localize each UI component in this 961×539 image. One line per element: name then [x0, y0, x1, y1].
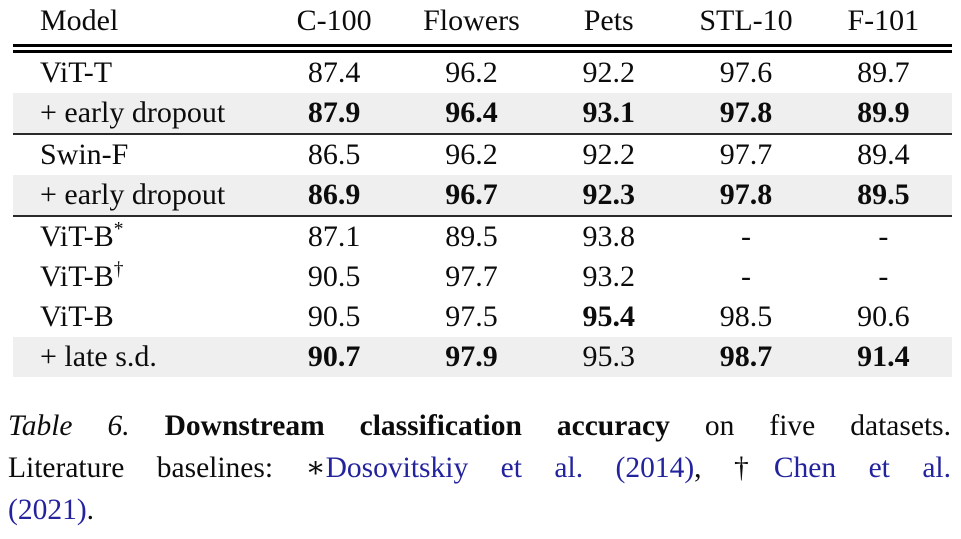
model-cell: ViT-B [40, 300, 114, 333]
value-cell: 90.6 [857, 300, 910, 333]
dagger-symbol: † [734, 452, 774, 484]
model-cell: ViT-B† [40, 259, 124, 293]
table-caption: Table 6. Downstream classification accur… [8, 405, 951, 531]
value-cell: 97.9 [445, 340, 498, 373]
table-row-vit-b-dagger: ViT-B† 90.5 97.7 93.2 - - [13, 257, 952, 297]
value-cell: 96.7 [402, 175, 541, 217]
value-cell: 89.4 [857, 138, 910, 171]
table-row-vit-b-late-sd: + late s.d. 90.7 97.9 95.3 98.7 91.4 [13, 337, 952, 377]
dagger-marker: † [113, 259, 124, 280]
column-header-f101: F-101 [814, 2, 952, 53]
value-cell: 86.5 [307, 138, 361, 171]
caption-text: Literature baselines: [8, 452, 306, 484]
value-cell: 86.9 [265, 175, 403, 217]
column-header-model: Model [13, 2, 266, 53]
model-cell: ViT-B* [40, 219, 124, 253]
value-cell: 92.2 [582, 138, 635, 171]
header-row: Model C-100 Flowers Pets STL-10 F-101 [13, 2, 952, 53]
table-row-vit-b: ViT-B 90.5 97.5 95.4 98.5 90.6 [13, 297, 952, 337]
asterisk-marker: * [113, 219, 124, 240]
value-cell: 96.4 [402, 93, 541, 135]
value-cell: 96.2 [445, 138, 498, 171]
column-header-flowers: Flowers [402, 2, 541, 53]
value-cell: 89.7 [857, 56, 910, 89]
model-cell: ViT-T [40, 56, 113, 89]
value-cell: 98.5 [719, 300, 773, 333]
value-cell: 89.5 [814, 175, 952, 217]
table-row-vit-t-early-dropout: + early dropout 87.9 96.4 93.1 97.8 89.9 [13, 93, 952, 135]
value-cell: 91.4 [857, 340, 910, 373]
value-cell: 90.5 [307, 260, 361, 293]
value-cell: 97.7 [445, 260, 498, 293]
value-cell: 89.5 [445, 220, 498, 253]
value-cell: 97.7 [719, 138, 773, 171]
caption-line-3: (2021). [8, 489, 951, 531]
value-cell: - [878, 220, 889, 253]
model-cell: + early dropout [13, 93, 266, 135]
table-row-vit-t: ViT-T 87.4 96.2 92.2 97.6 89.7 [13, 49, 952, 94]
table-row-vit-b-star: ViT-B* 87.1 89.5 93.8 - - [13, 216, 952, 257]
value-cell: 87.9 [265, 93, 403, 135]
column-header-stl10: STL-10 [677, 2, 815, 53]
value-cell: - [878, 260, 889, 293]
citation-link-chen[interactable]: Chen et al. [773, 452, 951, 484]
value-cell: 87.4 [307, 56, 361, 89]
value-cell: 97.6 [719, 56, 773, 89]
asterisk-symbol: ∗ [305, 452, 326, 484]
column-header-c100: C-100 [265, 2, 403, 53]
value-cell: - [741, 260, 752, 293]
value-cell: 93.2 [582, 260, 635, 293]
value-cell: 93.1 [540, 93, 678, 135]
column-header-pets: Pets [540, 2, 678, 53]
caption-text: , [694, 452, 735, 484]
value-cell: 97.8 [677, 175, 815, 217]
value-cell: 95.4 [582, 300, 635, 333]
caption-line-2: Literature baselines: ∗Dosovitskiy et al… [8, 447, 951, 489]
model-cell: Swin-F [40, 138, 129, 171]
value-cell: - [741, 220, 752, 253]
value-cell: 87.1 [307, 220, 361, 253]
table-row-swin-f-early-dropout: + early dropout 86.9 96.7 92.3 97.8 89.5 [13, 175, 952, 217]
model-cell: + early dropout [13, 175, 266, 217]
caption-title: Downstream classification accuracy [164, 410, 670, 442]
caption-text: . [86, 494, 95, 526]
value-cell: 97.5 [445, 300, 498, 333]
results-table: Model C-100 Flowers Pets STL-10 F-101 Vi… [13, 2, 952, 377]
value-cell: 93.8 [582, 220, 635, 253]
model-cell: + late s.d. [40, 340, 157, 373]
value-cell: 98.7 [719, 340, 773, 373]
value-cell: 96.2 [445, 56, 498, 89]
caption-table-number: Table 6. [8, 410, 165, 442]
caption-line-1: Table 6. Downstream classification accur… [8, 405, 951, 447]
value-cell: 97.8 [677, 93, 815, 135]
value-cell: 95.3 [582, 340, 635, 373]
value-cell: 90.5 [307, 300, 361, 333]
citation-link-dosovitskiy[interactable]: Dosovitskiy et al. (2014) [325, 452, 695, 484]
table-row-swin-f: Swin-F 86.5 96.2 92.2 97.7 89.4 [13, 134, 952, 175]
value-cell: 92.2 [582, 56, 635, 89]
citation-link-chen-year[interactable]: (2021) [8, 494, 87, 526]
value-cell: 90.7 [307, 340, 361, 373]
value-cell: 92.3 [540, 175, 678, 217]
caption-text: on five datasets. [669, 410, 952, 442]
value-cell: 89.9 [814, 93, 952, 135]
